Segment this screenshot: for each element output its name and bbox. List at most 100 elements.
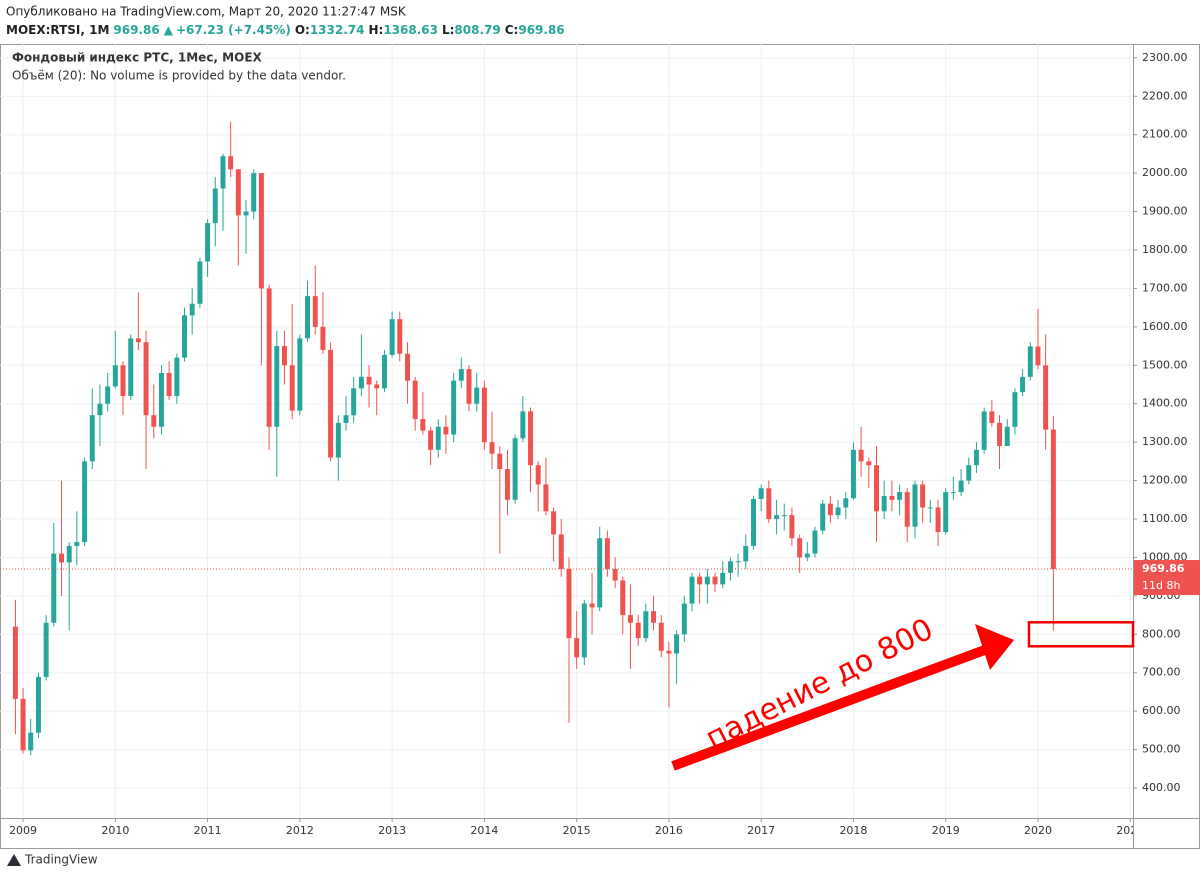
candle-body	[143, 342, 149, 416]
candle-body	[358, 376, 364, 389]
candle-body	[97, 403, 103, 416]
o-label: O:	[295, 23, 310, 37]
x-tick-label: 2020	[1024, 824, 1052, 837]
candle-body	[405, 353, 411, 381]
x-tick-label: 2016	[655, 824, 683, 837]
candle-body	[651, 611, 656, 623]
candle-body	[543, 484, 549, 512]
candle-body	[474, 387, 480, 404]
grid	[0, 44, 1133, 818]
candle-body	[412, 380, 418, 420]
x-tick-label: 2017	[747, 824, 775, 837]
candle-body	[220, 156, 226, 189]
candle-body	[612, 568, 618, 581]
price-label-bg	[1134, 560, 1200, 596]
candle-body	[105, 386, 111, 404]
y-tick-label: 2200.00	[1142, 89, 1188, 102]
y-tick-label: 700.00	[1142, 666, 1181, 679]
y-tick-label: 1700.00	[1142, 281, 1188, 294]
x-tick-label: 2021	[1116, 824, 1144, 837]
candle-body	[758, 488, 764, 500]
o-value: 1332.74	[310, 23, 365, 37]
candle-body	[212, 188, 218, 224]
candle-body	[28, 732, 34, 751]
y-tick-label: 800.00	[1142, 627, 1181, 640]
candle-body	[850, 449, 856, 499]
h-label: H:	[368, 23, 383, 37]
candle-body	[958, 480, 964, 493]
candle-body	[804, 553, 810, 558]
candle-body	[435, 426, 441, 450]
candle-body	[689, 576, 695, 604]
arrow-head	[975, 624, 1014, 670]
candle-body	[374, 384, 380, 389]
candle-body	[297, 338, 303, 411]
candle-body	[743, 545, 749, 562]
candle-body	[20, 698, 26, 751]
candle-body	[497, 453, 503, 470]
candle-body	[135, 338, 141, 343]
candle-body	[428, 430, 434, 450]
target-box	[1027, 621, 1135, 648]
candle-body	[59, 553, 65, 563]
x-tick-label: 2013	[378, 824, 406, 837]
y-tick-label: 1100.00	[1142, 512, 1188, 525]
candle-body	[1050, 429, 1056, 570]
y-tick-label: 1200.00	[1142, 474, 1188, 487]
candle-body	[1004, 426, 1010, 446]
y-tick-label: 500.00	[1142, 743, 1181, 756]
candle-body	[766, 488, 772, 520]
candle-body	[897, 492, 903, 500]
candle-body	[504, 469, 510, 500]
candle-body	[566, 568, 572, 639]
candle-body	[666, 650, 672, 654]
candle-body	[481, 387, 487, 443]
candle-body	[74, 542, 80, 546]
candle-body	[305, 296, 311, 339]
candle-body	[781, 515, 787, 517]
candle-body	[458, 369, 464, 381]
candle-body	[797, 538, 803, 558]
candles: 2009 2010 2011 2012 2013 2014 2015 2016 2017 2018…	[9, 121, 1144, 837]
candle-body	[997, 422, 1002, 446]
brand: TradingView	[7, 853, 98, 867]
x-tick-label: 2018	[839, 824, 867, 837]
x-tick-label: 2014	[470, 824, 498, 837]
candle-body	[335, 422, 341, 458]
y-tick-label: 2300.00	[1142, 51, 1188, 64]
candle-body	[881, 495, 887, 512]
candle-body	[574, 638, 580, 658]
candle-body	[704, 576, 710, 585]
candle-body	[528, 411, 534, 466]
candle-body	[1035, 346, 1041, 366]
candle-body	[627, 615, 633, 623]
header-line: MOEX:RTSI, 1M 969.86 ▲ +67.23 (+7.45%) O:133…	[6, 23, 565, 37]
price-label: 969.86	[1142, 562, 1185, 575]
candle-body	[489, 442, 495, 454]
candle-body	[512, 438, 518, 500]
candle-body	[166, 372, 172, 397]
candle-body	[604, 538, 610, 569]
candle-body	[66, 545, 72, 563]
candle-body	[535, 465, 541, 485]
candle-body	[866, 461, 872, 466]
candle-body	[789, 515, 795, 539]
candle-body	[51, 553, 57, 623]
candle-body	[235, 169, 241, 216]
candle-body	[251, 173, 257, 212]
candle-body	[243, 211, 249, 216]
l-value: 808.79	[454, 23, 500, 37]
y-tick-label: 1600.00	[1142, 320, 1188, 333]
y-tick-label: 400.00	[1142, 781, 1181, 794]
candle-body	[43, 622, 49, 677]
candle-body	[82, 461, 88, 543]
candle-body	[681, 603, 687, 635]
axes: 400.00500.00600.00700.00800.00900.001000…	[1133, 51, 1188, 794]
candle-body	[835, 507, 841, 516]
y-tick-label: 1400.00	[1142, 397, 1188, 410]
candle-body	[697, 576, 703, 585]
candle-body	[274, 346, 280, 427]
candle-body	[581, 603, 587, 658]
candle-body	[589, 603, 595, 608]
